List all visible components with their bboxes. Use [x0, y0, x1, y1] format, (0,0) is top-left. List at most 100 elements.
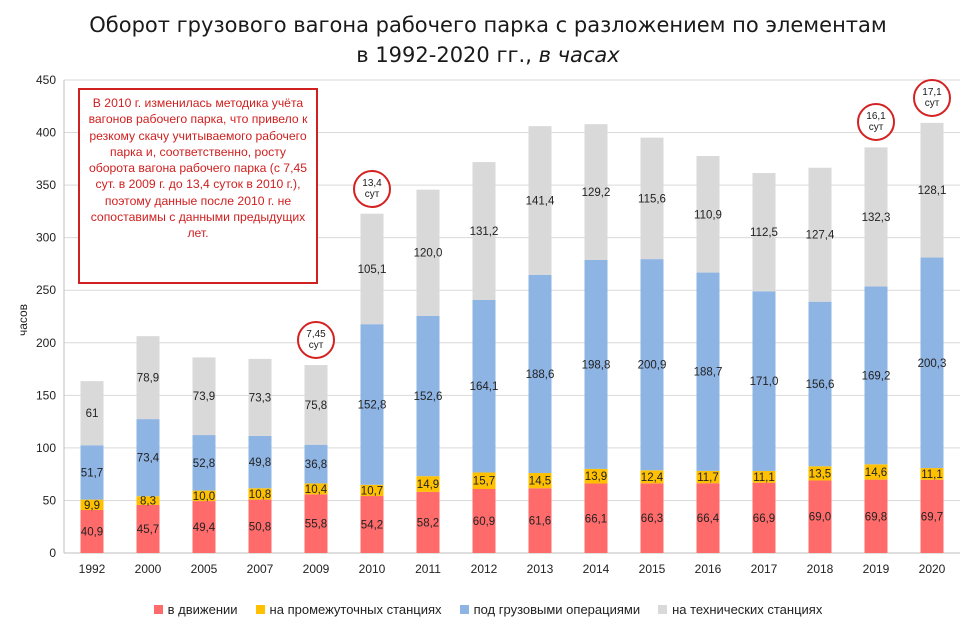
bar-segment — [640, 259, 664, 471]
data-label: 14,9 — [417, 479, 439, 491]
data-label: 10,0 — [193, 491, 215, 503]
data-label: 129,2 — [582, 187, 611, 199]
data-label: 66,9 — [753, 513, 775, 525]
bar-segment — [472, 488, 496, 553]
bar-segment — [360, 213, 384, 325]
data-label: 52,8 — [193, 458, 215, 470]
y-tick-label: 50 — [43, 493, 57, 507]
bar-segment — [360, 324, 384, 485]
legend-label: на промежуточных станциях — [269, 602, 442, 617]
data-label: 60,9 — [473, 516, 495, 528]
y-tick-label: 450 — [36, 73, 56, 87]
data-label: 75,8 — [305, 400, 327, 412]
bar-segment — [920, 479, 944, 553]
bar-segment — [192, 435, 216, 491]
bar-segment — [752, 471, 776, 483]
bar-segment — [640, 470, 664, 484]
bar-segment — [584, 468, 608, 484]
data-label: 73,3 — [249, 392, 271, 404]
chart-title-line1: Оборот грузового вагона рабочего парка с… — [89, 13, 887, 37]
bar-segment — [528, 126, 552, 275]
bar-segment — [752, 291, 776, 472]
bar-segment — [696, 470, 720, 484]
bar-segment — [808, 301, 832, 467]
x-tick-label: 2019 — [863, 562, 890, 576]
bar-segment — [192, 490, 216, 502]
x-tick-label: 2016 — [695, 562, 722, 576]
data-label: 169,2 — [862, 370, 891, 382]
legend-swatch — [255, 605, 265, 614]
data-label: 14,6 — [865, 467, 887, 479]
x-tick-label: 2010 — [359, 562, 386, 576]
bar-segment — [584, 259, 608, 469]
bar-segment — [248, 499, 272, 553]
legend: в движении на промежуточных станциях под г… — [0, 602, 976, 617]
chart-title-years: в 1992-2020 гг., — [356, 43, 539, 67]
bar-segment — [80, 381, 104, 446]
bar-segment — [584, 124, 608, 260]
y-tick-label: 200 — [36, 336, 56, 350]
y-tick-label: 250 — [36, 283, 56, 297]
data-label: 73,4 — [137, 453, 160, 465]
data-label: 45,7 — [137, 524, 159, 536]
bar-segment — [304, 444, 328, 484]
callout-value: 16,1 — [866, 111, 886, 123]
data-label: 188,7 — [694, 367, 723, 379]
bar-segment — [528, 274, 552, 474]
data-label: 152,6 — [414, 391, 443, 403]
legend-swatch — [459, 605, 469, 614]
callout-value: 13,4 — [362, 177, 382, 189]
legend-label: на технических станциях — [672, 602, 823, 617]
bar-segment — [248, 358, 272, 436]
bar-segment — [416, 491, 440, 553]
data-label: 73,9 — [193, 391, 215, 403]
callout-unit: сут — [868, 122, 884, 134]
data-label: 112,5 — [750, 227, 778, 239]
data-label: 11,7 — [697, 472, 719, 484]
y-tick-label: 0 — [49, 546, 56, 560]
x-tick-label: 2009 — [303, 562, 330, 576]
y-tick-label: 300 — [36, 231, 56, 245]
x-tick-label: 2015 — [639, 562, 666, 576]
duration-callout: 17,1 сут — [913, 78, 951, 117]
data-label: 54,2 — [361, 520, 383, 532]
data-label: 171,0 — [750, 376, 779, 388]
data-label: 10,8 — [249, 489, 271, 501]
bar-segment — [80, 445, 104, 500]
bar-segment — [360, 496, 384, 553]
bar-segment — [920, 122, 944, 258]
data-label: 11,1 — [921, 469, 943, 481]
bar-segment — [80, 510, 104, 553]
data-label: 36,8 — [305, 459, 327, 471]
bar-segment — [192, 357, 216, 436]
data-label: 49,4 — [193, 522, 216, 534]
bar-segment — [808, 466, 832, 481]
x-tick-label: 2020 — [919, 562, 946, 576]
bar-segment — [808, 167, 832, 302]
data-label: 15,7 — [473, 476, 495, 488]
data-label: 69,0 — [809, 512, 831, 524]
bar-segment — [80, 499, 104, 511]
data-label: 105,1 — [358, 264, 387, 276]
y-axis-label: часов — [16, 304, 30, 336]
duration-callout: 16,1 сут — [857, 103, 895, 142]
bar-segment — [192, 501, 216, 553]
bar-segment — [136, 504, 160, 553]
duration-callout: 13,4 сут — [353, 169, 391, 208]
x-tick-label: 2007 — [247, 562, 274, 576]
bar-segment — [696, 272, 720, 471]
bars: 40,9 9,9 51,7 61 45,7 8,3 73,4 78,9 49,4 10,0 52,8… — [80, 122, 946, 553]
callout-unit: сут — [308, 340, 324, 352]
x-tick-label: 2011 — [415, 562, 441, 576]
data-label: 156,6 — [806, 379, 835, 391]
data-label: 188,6 — [526, 369, 555, 381]
callout-unit: сут — [924, 97, 940, 109]
data-label: 152,8 — [358, 399, 387, 411]
data-label: 10,4 — [305, 484, 328, 496]
bar-segment — [920, 468, 944, 480]
y-tick-label: 100 — [36, 441, 56, 455]
bar-segment — [920, 257, 944, 469]
bar-segment — [136, 419, 160, 497]
y-tick-label: 350 — [36, 178, 56, 192]
